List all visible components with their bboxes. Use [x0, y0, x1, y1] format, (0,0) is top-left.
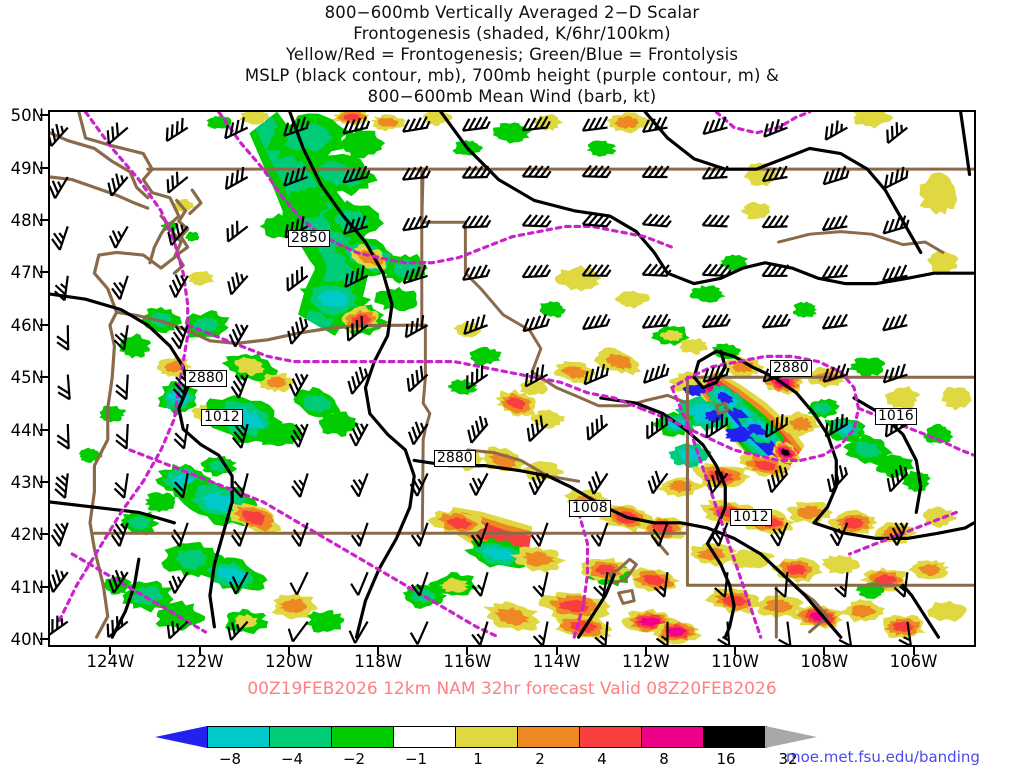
colorbar-cell-8 — [704, 727, 766, 747]
lat-label-41N: 41N — [10, 577, 44, 597]
colorbar-tick--1: −1 — [404, 750, 428, 768]
contour-label-height-2880-3: 2880 — [770, 360, 812, 377]
colorbar-cells — [207, 726, 767, 748]
lat-tick — [40, 638, 48, 641]
lat-tick — [40, 585, 48, 588]
colorbar: −8 −4 −2 −1 1 2 4 8 16 32 — [0, 726, 1024, 768]
lon-tick — [823, 647, 826, 655]
lon-label-116W: 116W — [443, 652, 492, 671]
colorbar-cell-1 — [270, 727, 332, 747]
forecast-caption: 00Z19FEB2026 12km NAM 32hr forecast Vali… — [247, 679, 777, 699]
lon-label-106W: 106W — [889, 652, 938, 671]
lat-tick — [40, 271, 48, 274]
lon-label-122W: 122W — [175, 652, 224, 671]
lon-label-124W: 124W — [86, 652, 135, 671]
colorbar-tick--8: −8 — [218, 750, 242, 768]
lon-tick — [734, 647, 737, 655]
title-line-1: 800−600mb Vertically Averaged 2−D Scalar — [324, 3, 700, 22]
lat-label-45N: 45N — [10, 368, 44, 388]
lat-label-40N: 40N — [10, 630, 44, 650]
lat-tick — [40, 428, 48, 431]
lat-tick — [40, 166, 48, 169]
lat-tick — [40, 480, 48, 483]
colorbar-cell-0 — [208, 727, 270, 747]
lat-tick — [40, 219, 48, 222]
lon-label-108W: 108W — [800, 652, 849, 671]
contour-label-height-2850-0: 2850 — [288, 230, 330, 247]
lat-tick — [40, 533, 48, 536]
lon-tick — [555, 647, 558, 655]
lon-tick — [377, 647, 380, 655]
lat-label-49N: 49N — [10, 158, 44, 178]
lat-label-48N: 48N — [10, 211, 44, 231]
contour-label-mslp-1008-5: 1008 — [569, 500, 611, 517]
colorbar-tick-1: 1 — [473, 750, 483, 768]
colorbar-cell-5 — [518, 727, 580, 747]
lon-label-120W: 120W — [265, 652, 313, 671]
colorbar-cell-3 — [394, 727, 456, 747]
lon-tick — [287, 647, 290, 655]
lon-tick — [198, 647, 201, 655]
frontogenesis-shading — [78, 112, 972, 645]
colorbar-tick-4: 4 — [597, 750, 607, 768]
lon-label-112W: 112W — [621, 652, 670, 671]
wind-barbs — [50, 116, 912, 645]
colorbar-tick-32: 32 — [778, 750, 798, 768]
title-line-2: Frontogenesis (shaded, K/6hr/100km) — [353, 24, 671, 43]
lat-label-42N: 42N — [10, 525, 44, 545]
colorbar-under-arrow — [155, 726, 207, 748]
chart-title-block: 800−600mb Vertically Averaged 2−D Scalar… — [0, 2, 1024, 107]
lon-label-110W: 110W — [711, 652, 759, 671]
colorbar-cell-4 — [456, 727, 518, 747]
lat-tick — [40, 323, 48, 326]
contour-label-mslp-1016-7: 1016 — [875, 408, 917, 425]
lon-tick — [644, 647, 647, 655]
lon-label-118W: 118W — [354, 652, 403, 671]
contour-label-mslp-1012-4: 1012 — [201, 409, 243, 426]
contour-label-height-2880-2: 2880 — [434, 450, 476, 467]
lat-tick — [40, 376, 48, 379]
colorbar-tick-2: 2 — [535, 750, 545, 768]
lat-label-50N: 50N — [10, 106, 44, 126]
colorbar-cell-2 — [332, 727, 394, 747]
lon-tick — [912, 647, 915, 655]
map-plot-area: 2850 2880 2880 2880 1012 1008 1012 1016 — [48, 110, 976, 647]
title-line-4: MSLP (black contour, mb), 700mb height (… — [244, 66, 780, 85]
lat-label-47N: 47N — [10, 263, 44, 283]
colorbar-cell-7 — [642, 727, 704, 747]
lon-tick — [109, 647, 112, 655]
title-line-3: Yellow/Red = Frontogenesis; Green/Blue =… — [285, 45, 739, 64]
colorbar-tick-16: 16 — [716, 750, 736, 768]
colorbar-tick-8: 8 — [659, 750, 669, 768]
map-svg — [50, 112, 974, 645]
lat-tick — [40, 114, 48, 117]
lat-label-44N: 44N — [10, 420, 44, 440]
lat-label-46N: 46N — [10, 315, 44, 335]
contour-label-mslp-1012-6: 1012 — [730, 509, 772, 526]
title-line-5: 800−600mb Mean Wind (barb, kt) — [367, 87, 657, 106]
colorbar-over-arrow — [765, 726, 817, 748]
colorbar-cell-6 — [580, 727, 642, 747]
lon-label-114W: 114W — [532, 652, 581, 671]
lat-label-43N: 43N — [10, 472, 44, 492]
colorbar-tick--2: −2 — [342, 750, 366, 768]
colorbar-tick--4: −4 — [280, 750, 304, 768]
lon-tick — [466, 647, 469, 655]
height-contours — [57, 112, 974, 639]
contour-label-height-2880-1: 2880 — [185, 370, 227, 387]
attribution-link[interactable]: moe.met.fsu.edu/banding — [786, 748, 980, 766]
